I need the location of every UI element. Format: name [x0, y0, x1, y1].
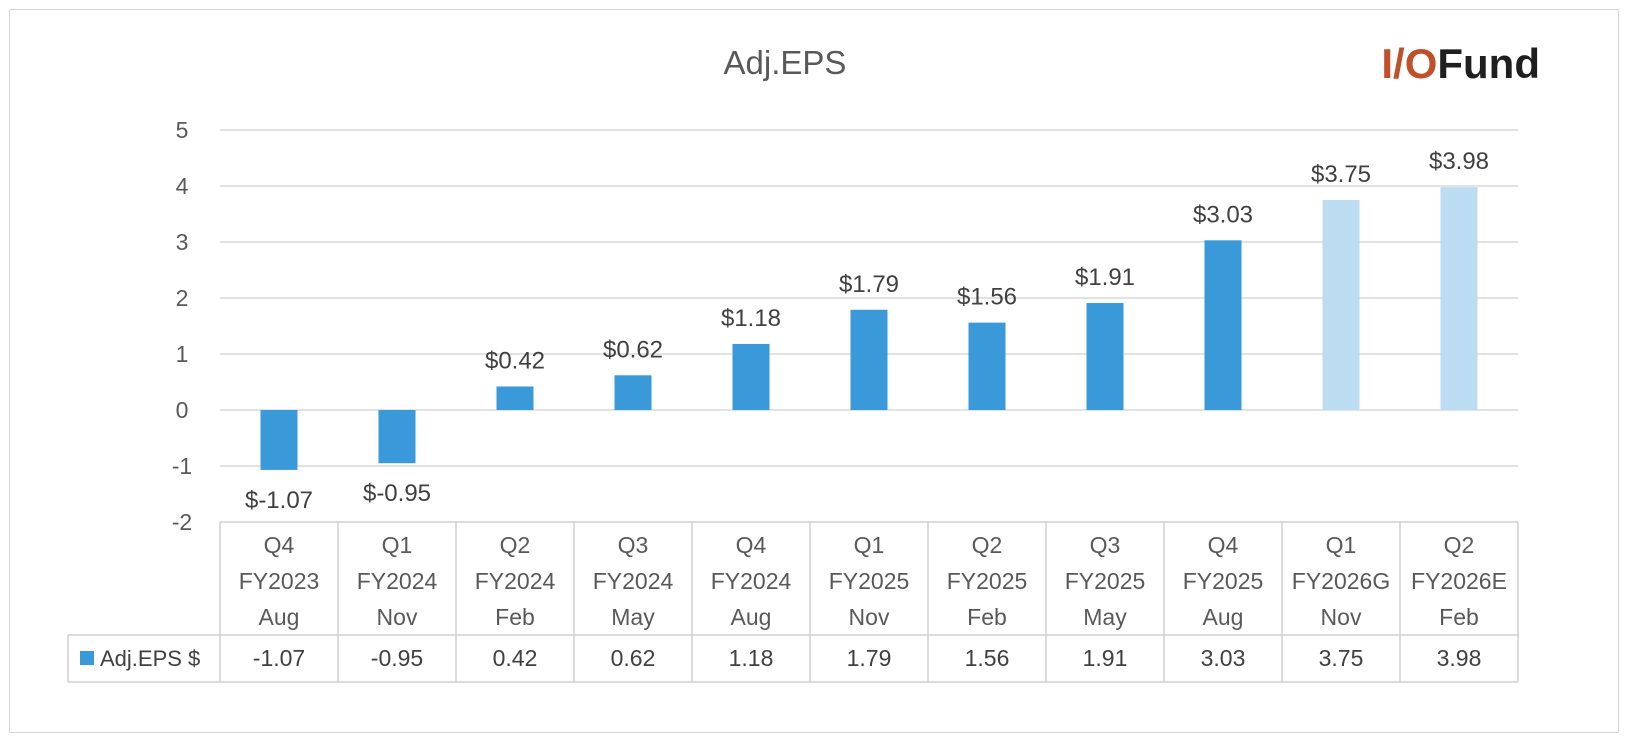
chart-frame: Adj.EPS I/OFund 5 4 3 2 1 0 -1 -2 $-1.07 $-0.95 $… — [9, 9, 1619, 733]
table-value: 1.18 — [729, 645, 774, 671]
category-label: FY2023 — [239, 568, 320, 594]
table-value: 3.98 — [1437, 645, 1482, 671]
category-label: Q4 — [264, 532, 295, 558]
bar — [850, 309, 888, 410]
category-label: FY2025 — [1183, 568, 1264, 594]
category-label: FY2024 — [475, 568, 556, 594]
data-label: $1.79 — [839, 271, 899, 298]
table-value: -0.95 — [371, 645, 423, 671]
legend-swatch — [80, 651, 94, 665]
y-tick-label: 5 — [176, 117, 189, 143]
bar — [968, 322, 1006, 410]
category-label: Q1 — [382, 532, 413, 558]
category-label: Aug — [731, 604, 772, 630]
data-label: $3.75 — [1311, 161, 1371, 188]
table-value: 0.62 — [611, 645, 656, 671]
table-value: 1.79 — [847, 645, 892, 671]
data-label: $1.56 — [957, 284, 1017, 311]
y-tick-label: 4 — [176, 173, 189, 199]
bar — [1322, 200, 1360, 410]
data-label: $-0.95 — [363, 480, 431, 507]
data-label: $0.62 — [603, 336, 663, 363]
data-table: Q4 FY2023 Aug -1.07 Q1 FY2024 Nov -0.95 Q2 FY2024… — [67, 521, 1519, 683]
table-value: -1.07 — [253, 645, 305, 671]
category-label: Feb — [495, 604, 535, 630]
data-label: $1.91 — [1075, 264, 1135, 291]
category-label: Q2 — [500, 532, 531, 558]
category-label: Q1 — [1326, 532, 1357, 558]
category-label: Q1 — [854, 532, 885, 558]
data-label: $3.03 — [1193, 201, 1253, 228]
bar — [378, 410, 416, 464]
category-label: FY2026G — [1292, 568, 1390, 594]
data-label: $1.18 — [721, 305, 781, 332]
bar — [260, 410, 298, 470]
data-label: $0.42 — [485, 347, 545, 374]
category-label: FY2024 — [593, 568, 674, 594]
legend-label: Adj.EPS $ — [100, 646, 200, 671]
bar — [1204, 240, 1242, 410]
chart-title: Adj.EPS — [724, 44, 847, 81]
data-label: $-1.07 — [245, 487, 313, 514]
bars — [260, 187, 1478, 470]
category-label: FY2025 — [829, 568, 910, 594]
y-tick-label: 3 — [176, 229, 189, 255]
category-label: Nov — [1321, 604, 1362, 630]
brand-logo-suffix: Fund — [1437, 40, 1540, 87]
category-label: Aug — [1203, 604, 1244, 630]
category-label: Nov — [377, 604, 418, 630]
category-label: Q3 — [1090, 532, 1121, 558]
y-tick-label: 2 — [176, 285, 189, 311]
bar — [614, 375, 652, 410]
y-tick-label: -2 — [172, 509, 192, 535]
y-tick-label: 1 — [176, 341, 189, 367]
category-label: FY2026E — [1411, 568, 1507, 594]
data-label: $3.98 — [1429, 148, 1489, 175]
data-labels: $-1.07 $-0.95 $0.42 $0.62 $1.18 $1.79 $1.56 $1.… — [245, 148, 1489, 514]
table-value: 3.03 — [1201, 645, 1246, 671]
category-label: Q4 — [1208, 532, 1239, 558]
y-tick-label: 0 — [176, 397, 189, 423]
bar — [1440, 187, 1478, 410]
table-value: 3.75 — [1319, 645, 1364, 671]
category-label: May — [1083, 604, 1127, 630]
table-value: 0.42 — [493, 645, 538, 671]
category-label: FY2025 — [1065, 568, 1146, 594]
y-tick-label: -1 — [172, 453, 192, 479]
y-axis: 5 4 3 2 1 0 -1 -2 — [172, 117, 192, 535]
table-value: 1.56 — [965, 645, 1010, 671]
table-value: 1.91 — [1083, 645, 1128, 671]
category-label: FY2025 — [947, 568, 1028, 594]
category-label: Q2 — [972, 532, 1003, 558]
bar — [496, 386, 534, 410]
category-label: Feb — [1439, 604, 1479, 630]
category-label: Q4 — [736, 532, 767, 558]
category-label: Q3 — [618, 532, 649, 558]
category-label: Feb — [967, 604, 1007, 630]
category-label: May — [611, 604, 655, 630]
category-label: FY2024 — [711, 568, 792, 594]
category-label: Q2 — [1444, 532, 1475, 558]
bar — [732, 343, 770, 410]
bar — [1086, 303, 1124, 410]
category-label: FY2024 — [357, 568, 438, 594]
category-label: Aug — [259, 604, 300, 630]
category-label: Nov — [849, 604, 890, 630]
brand-logo: I/OFund — [1381, 40, 1540, 87]
brand-logo-prefix: I/O — [1381, 40, 1437, 87]
